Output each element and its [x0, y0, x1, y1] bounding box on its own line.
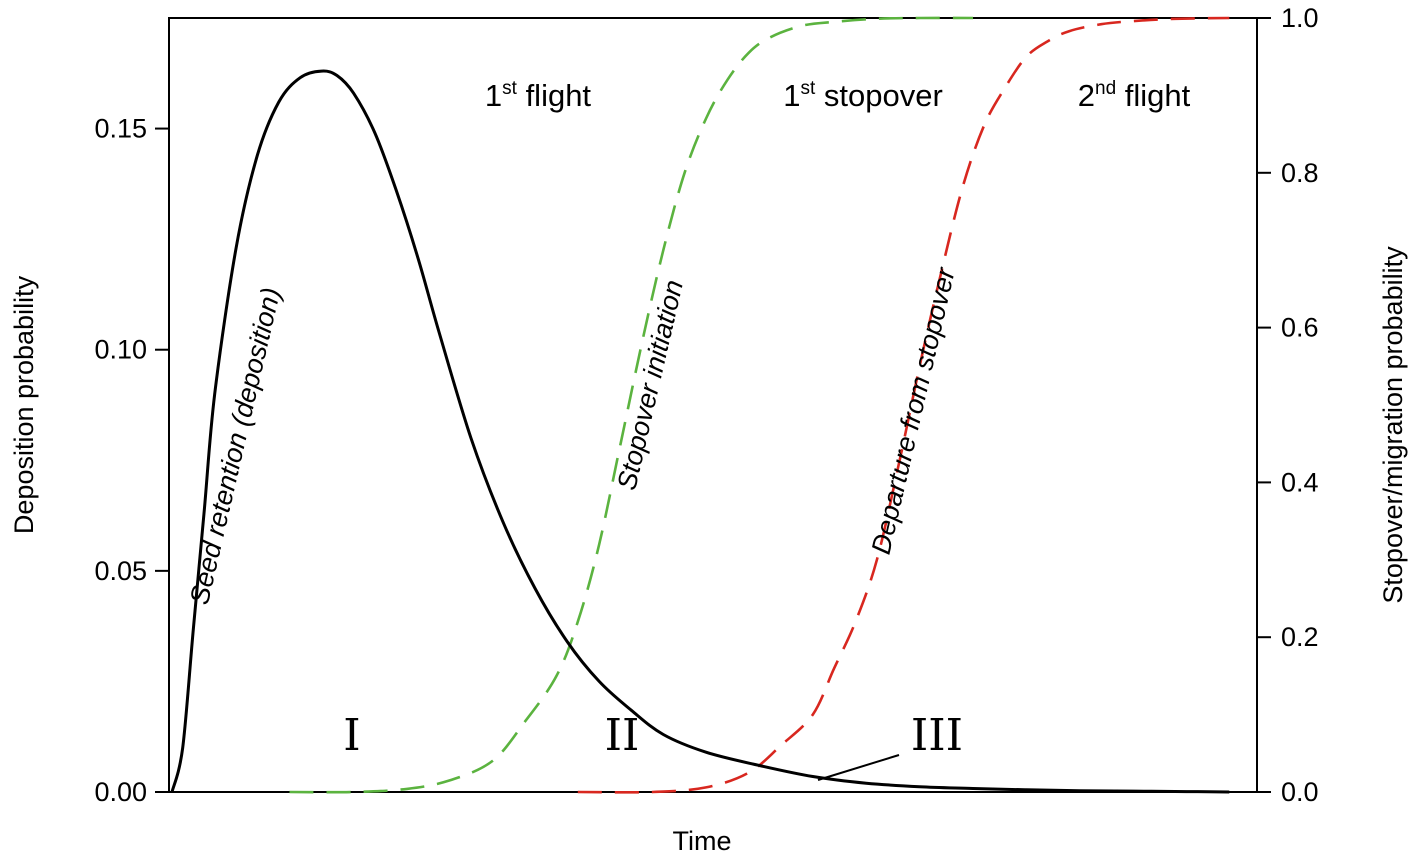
region-label-1st-stopover-rest: stopover [815, 78, 943, 113]
plot-frame [168, 17, 1258, 793]
left-tick-label: 0.00 [94, 777, 147, 807]
series-seed-retention-line [170, 69, 1230, 794]
region-label-1st-stopover-num: 1 [783, 78, 800, 113]
series-stopover-initiation-line [289, 16, 974, 794]
left-tick-label: 0.15 [94, 114, 147, 144]
right-tick-label: 0.6 [1281, 313, 1319, 343]
y-axis-left-label: Deposition probability [9, 275, 39, 534]
region-label-1st-flight-num: 1 [485, 78, 502, 113]
roman-label-ii: II [605, 710, 640, 761]
series-departure-from-stopover-line [577, 16, 1230, 794]
roman-iii-pointer-line [817, 754, 900, 781]
y-axis-right-label: Stopover/migration probability [1378, 246, 1408, 604]
region-label-2nd-flight-rest: flight [1116, 78, 1190, 113]
region-label-1st-flight-rest: flight [517, 78, 591, 113]
roman-label-i: I [343, 710, 360, 761]
x-axis-label: Time [673, 826, 732, 856]
right-tick-label: 0.0 [1281, 777, 1319, 807]
left-tick-label: 0.05 [94, 556, 147, 586]
right-tick-label: 1.0 [1281, 3, 1319, 33]
curve-label-stopover-initiation: Stopover initiation [611, 277, 689, 493]
right-tick-label: 0.4 [1281, 467, 1319, 497]
curve-label-seed-retention: Seed retention (deposition) [184, 285, 286, 608]
region-label-1st-flight: 1st flight [485, 78, 592, 113]
curve-label-departure-from-stopover: Departure from stopover [866, 264, 961, 557]
region-label-1st-flight-sup: st [502, 78, 518, 99]
roman-label-iii: III [911, 710, 963, 761]
right-tick-label: 0.8 [1281, 158, 1319, 188]
left-tick-label: 0.10 [94, 335, 147, 365]
region-label-2nd-flight: 2nd flight [1078, 78, 1191, 113]
region-label-2nd-flight-num: 2 [1078, 78, 1095, 113]
left-axis-ticks: 0.00 0.05 0.10 0.15 [94, 114, 169, 807]
region-label-2nd-flight-sup: nd [1095, 78, 1116, 99]
right-axis-ticks: 0.0 0.2 0.4 0.6 0.8 1.0 [1257, 3, 1319, 807]
right-tick-label: 0.2 [1281, 622, 1319, 652]
region-label-1st-stopover-sup: st [800, 78, 816, 99]
region-label-1st-stopover: 1st stopover [783, 78, 943, 113]
